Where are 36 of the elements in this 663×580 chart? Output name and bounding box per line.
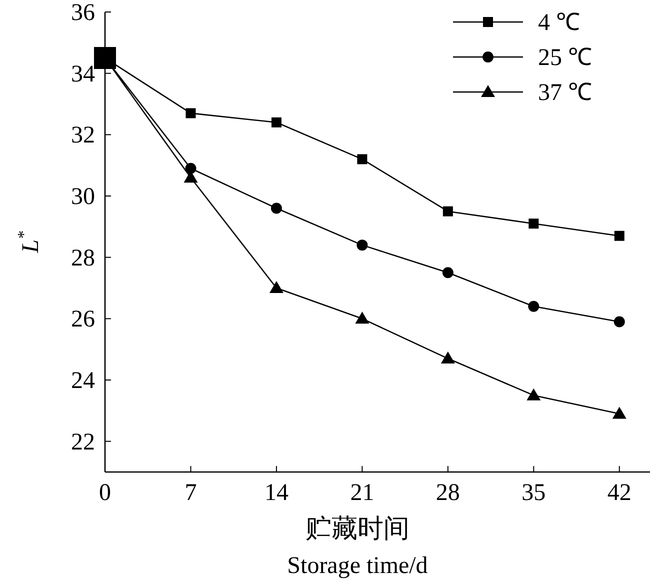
- x-tick-label: 28: [436, 480, 460, 506]
- y-tick-label: 22: [71, 429, 95, 456]
- x-tick-label: 42: [607, 480, 632, 506]
- y-tick-label: 24: [71, 368, 95, 394]
- legend-label: 37 ℃: [538, 80, 592, 106]
- point: [355, 312, 370, 324]
- point: [186, 108, 196, 118]
- x-tick-label: 7: [184, 480, 197, 506]
- x-tick-label: 35: [522, 480, 546, 506]
- point: [271, 117, 282, 128]
- y-tick-label: 30: [71, 184, 95, 210]
- point: [614, 230, 624, 241]
- legend-label: 25 ℃: [538, 45, 592, 71]
- y-tick-label: 34: [71, 61, 95, 88]
- point: [614, 316, 625, 328]
- x-tick-label: 21: [350, 480, 374, 506]
- y-tick-label: 32: [71, 122, 95, 149]
- y-tick-label: 26: [71, 306, 95, 333]
- x-tick-label: 0: [99, 480, 111, 506]
- point: [440, 352, 455, 364]
- point: [442, 206, 453, 216]
- x-tick-label: 14: [264, 480, 288, 506]
- point: [185, 162, 196, 174]
- point: [528, 218, 539, 229]
- point: [269, 281, 284, 293]
- y-tick-label: 36: [71, 0, 95, 26]
- point: [528, 300, 540, 312]
- point: [356, 240, 368, 251]
- x-axis-title: 贮藏时间 Storage time/d: [287, 514, 428, 579]
- y-tick-label: 28: [71, 245, 95, 272]
- point: [526, 388, 541, 400]
- point: [357, 154, 368, 164]
- point: [612, 406, 626, 419]
- point: [270, 202, 282, 214]
- legend-label: 4 ℃: [538, 10, 580, 36]
- point: [442, 267, 454, 278]
